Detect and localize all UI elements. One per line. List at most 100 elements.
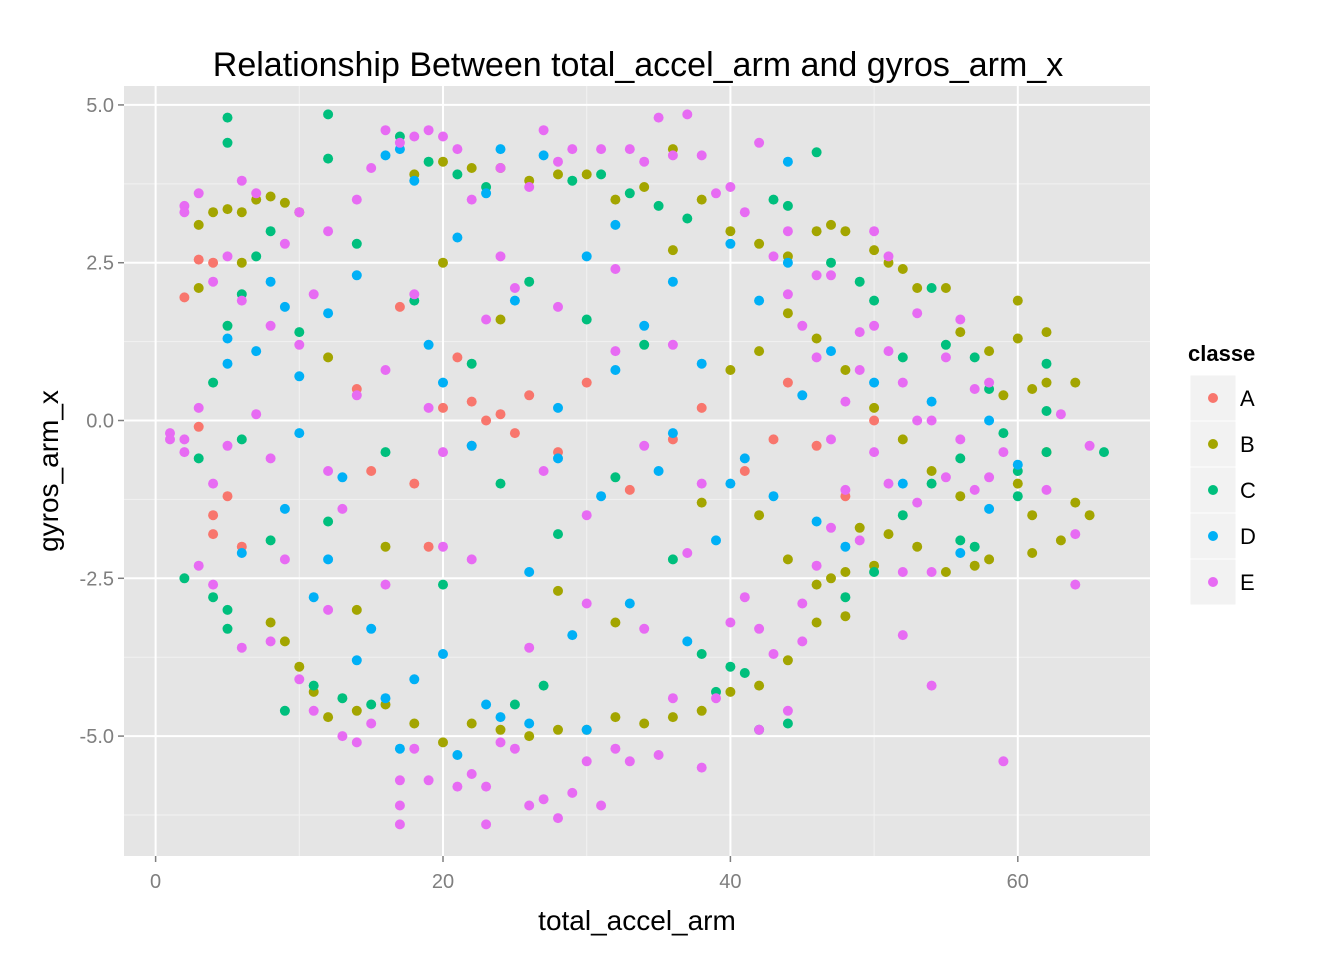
data-point-E	[739, 207, 750, 218]
data-point-B	[639, 718, 650, 729]
data-point-A	[394, 301, 405, 312]
data-point-D	[481, 699, 492, 710]
legend-swatch-E	[1208, 577, 1218, 587]
data-point-B	[581, 169, 592, 180]
data-point-E	[926, 567, 937, 577]
data-point-E	[538, 466, 549, 476]
data-point-A	[739, 466, 750, 476]
data-point-E	[366, 163, 377, 173]
data-point-A	[466, 396, 477, 407]
data-point-C	[840, 592, 851, 603]
data-point-D	[782, 156, 793, 167]
data-point-E	[811, 352, 822, 363]
data-point-C	[351, 238, 362, 249]
data-point-B	[553, 724, 563, 735]
data-point-B	[840, 611, 851, 622]
data-point-C	[596, 169, 607, 180]
data-point-D	[639, 320, 650, 331]
data-point-E	[696, 762, 707, 773]
data-point-E	[193, 188, 204, 199]
data-point-C	[624, 188, 635, 199]
data-point-B	[236, 257, 247, 268]
data-point-D	[366, 623, 377, 634]
data-point-E	[897, 630, 908, 641]
data-point-B	[438, 257, 448, 268]
data-point-E	[236, 295, 247, 306]
legend-swatch-C	[1208, 485, 1218, 495]
data-points	[165, 109, 1109, 830]
data-point-B	[782, 308, 793, 319]
data-point-C	[495, 478, 506, 489]
data-point-E	[667, 693, 678, 704]
data-point-A	[581, 377, 592, 388]
data-point-E	[912, 415, 923, 426]
data-point-B	[667, 245, 678, 256]
data-point-B	[912, 283, 923, 293]
data-point-E	[639, 440, 650, 451]
data-point-C	[294, 327, 305, 338]
data-point-E	[495, 737, 506, 748]
data-point-E	[682, 109, 693, 120]
data-point-E	[998, 756, 1009, 767]
data-point-C	[567, 175, 578, 186]
data-point-C	[667, 554, 678, 565]
data-point-D	[409, 175, 420, 186]
data-point-D	[466, 440, 477, 451]
data-point-B	[610, 712, 621, 723]
data-point-C	[811, 147, 822, 158]
y-tick-label: -2.5	[80, 568, 114, 590]
legend-swatch-A	[1208, 393, 1218, 403]
data-point-A	[452, 352, 463, 363]
data-point-B	[279, 197, 290, 208]
data-point-C	[466, 358, 477, 369]
data-point-E	[380, 125, 391, 136]
data-point-E	[524, 182, 535, 192]
data-point-C	[897, 352, 908, 363]
data-point-C	[969, 541, 980, 552]
data-point-B	[1070, 377, 1081, 388]
data-point-E	[394, 819, 405, 830]
data-point-B	[438, 737, 448, 748]
data-point-E	[1070, 579, 1081, 590]
data-point-D	[481, 188, 492, 199]
data-point-B	[610, 617, 621, 628]
data-point-B	[323, 352, 334, 363]
data-point-D	[739, 453, 750, 464]
data-point-E	[495, 251, 506, 262]
x-tick-label: 0	[150, 871, 161, 893]
data-point-C	[366, 699, 377, 710]
data-point-B	[236, 207, 247, 218]
data-point-B	[438, 156, 448, 167]
data-point-C	[768, 194, 779, 205]
data-point-E	[854, 327, 865, 338]
data-point-E	[466, 769, 477, 779]
data-point-B	[1027, 548, 1038, 558]
data-point-E	[840, 484, 851, 495]
data-point-E	[926, 680, 937, 691]
data-point-D	[553, 453, 563, 464]
data-point-B	[725, 686, 736, 697]
data-point-D	[667, 276, 678, 287]
data-point-A	[481, 415, 492, 426]
data-point-B	[409, 718, 420, 729]
data-point-A	[869, 415, 880, 426]
data-point-B	[869, 402, 880, 413]
data-point-E	[337, 503, 348, 514]
data-point-D	[725, 478, 736, 489]
data-point-E	[294, 207, 305, 218]
data-point-E	[797, 320, 808, 331]
data-point-C	[869, 567, 880, 577]
data-point-C	[179, 573, 190, 584]
data-point-C	[208, 592, 219, 603]
data-point-D	[323, 554, 334, 565]
data-point-D	[524, 567, 535, 577]
data-point-E	[811, 560, 822, 571]
data-point-B	[466, 718, 477, 729]
data-point-E	[294, 339, 305, 350]
data-point-B	[1012, 478, 1023, 489]
data-point-D	[1012, 459, 1023, 470]
data-point-B	[811, 226, 822, 237]
data-point-D	[323, 308, 334, 319]
data-point-B	[826, 219, 836, 230]
